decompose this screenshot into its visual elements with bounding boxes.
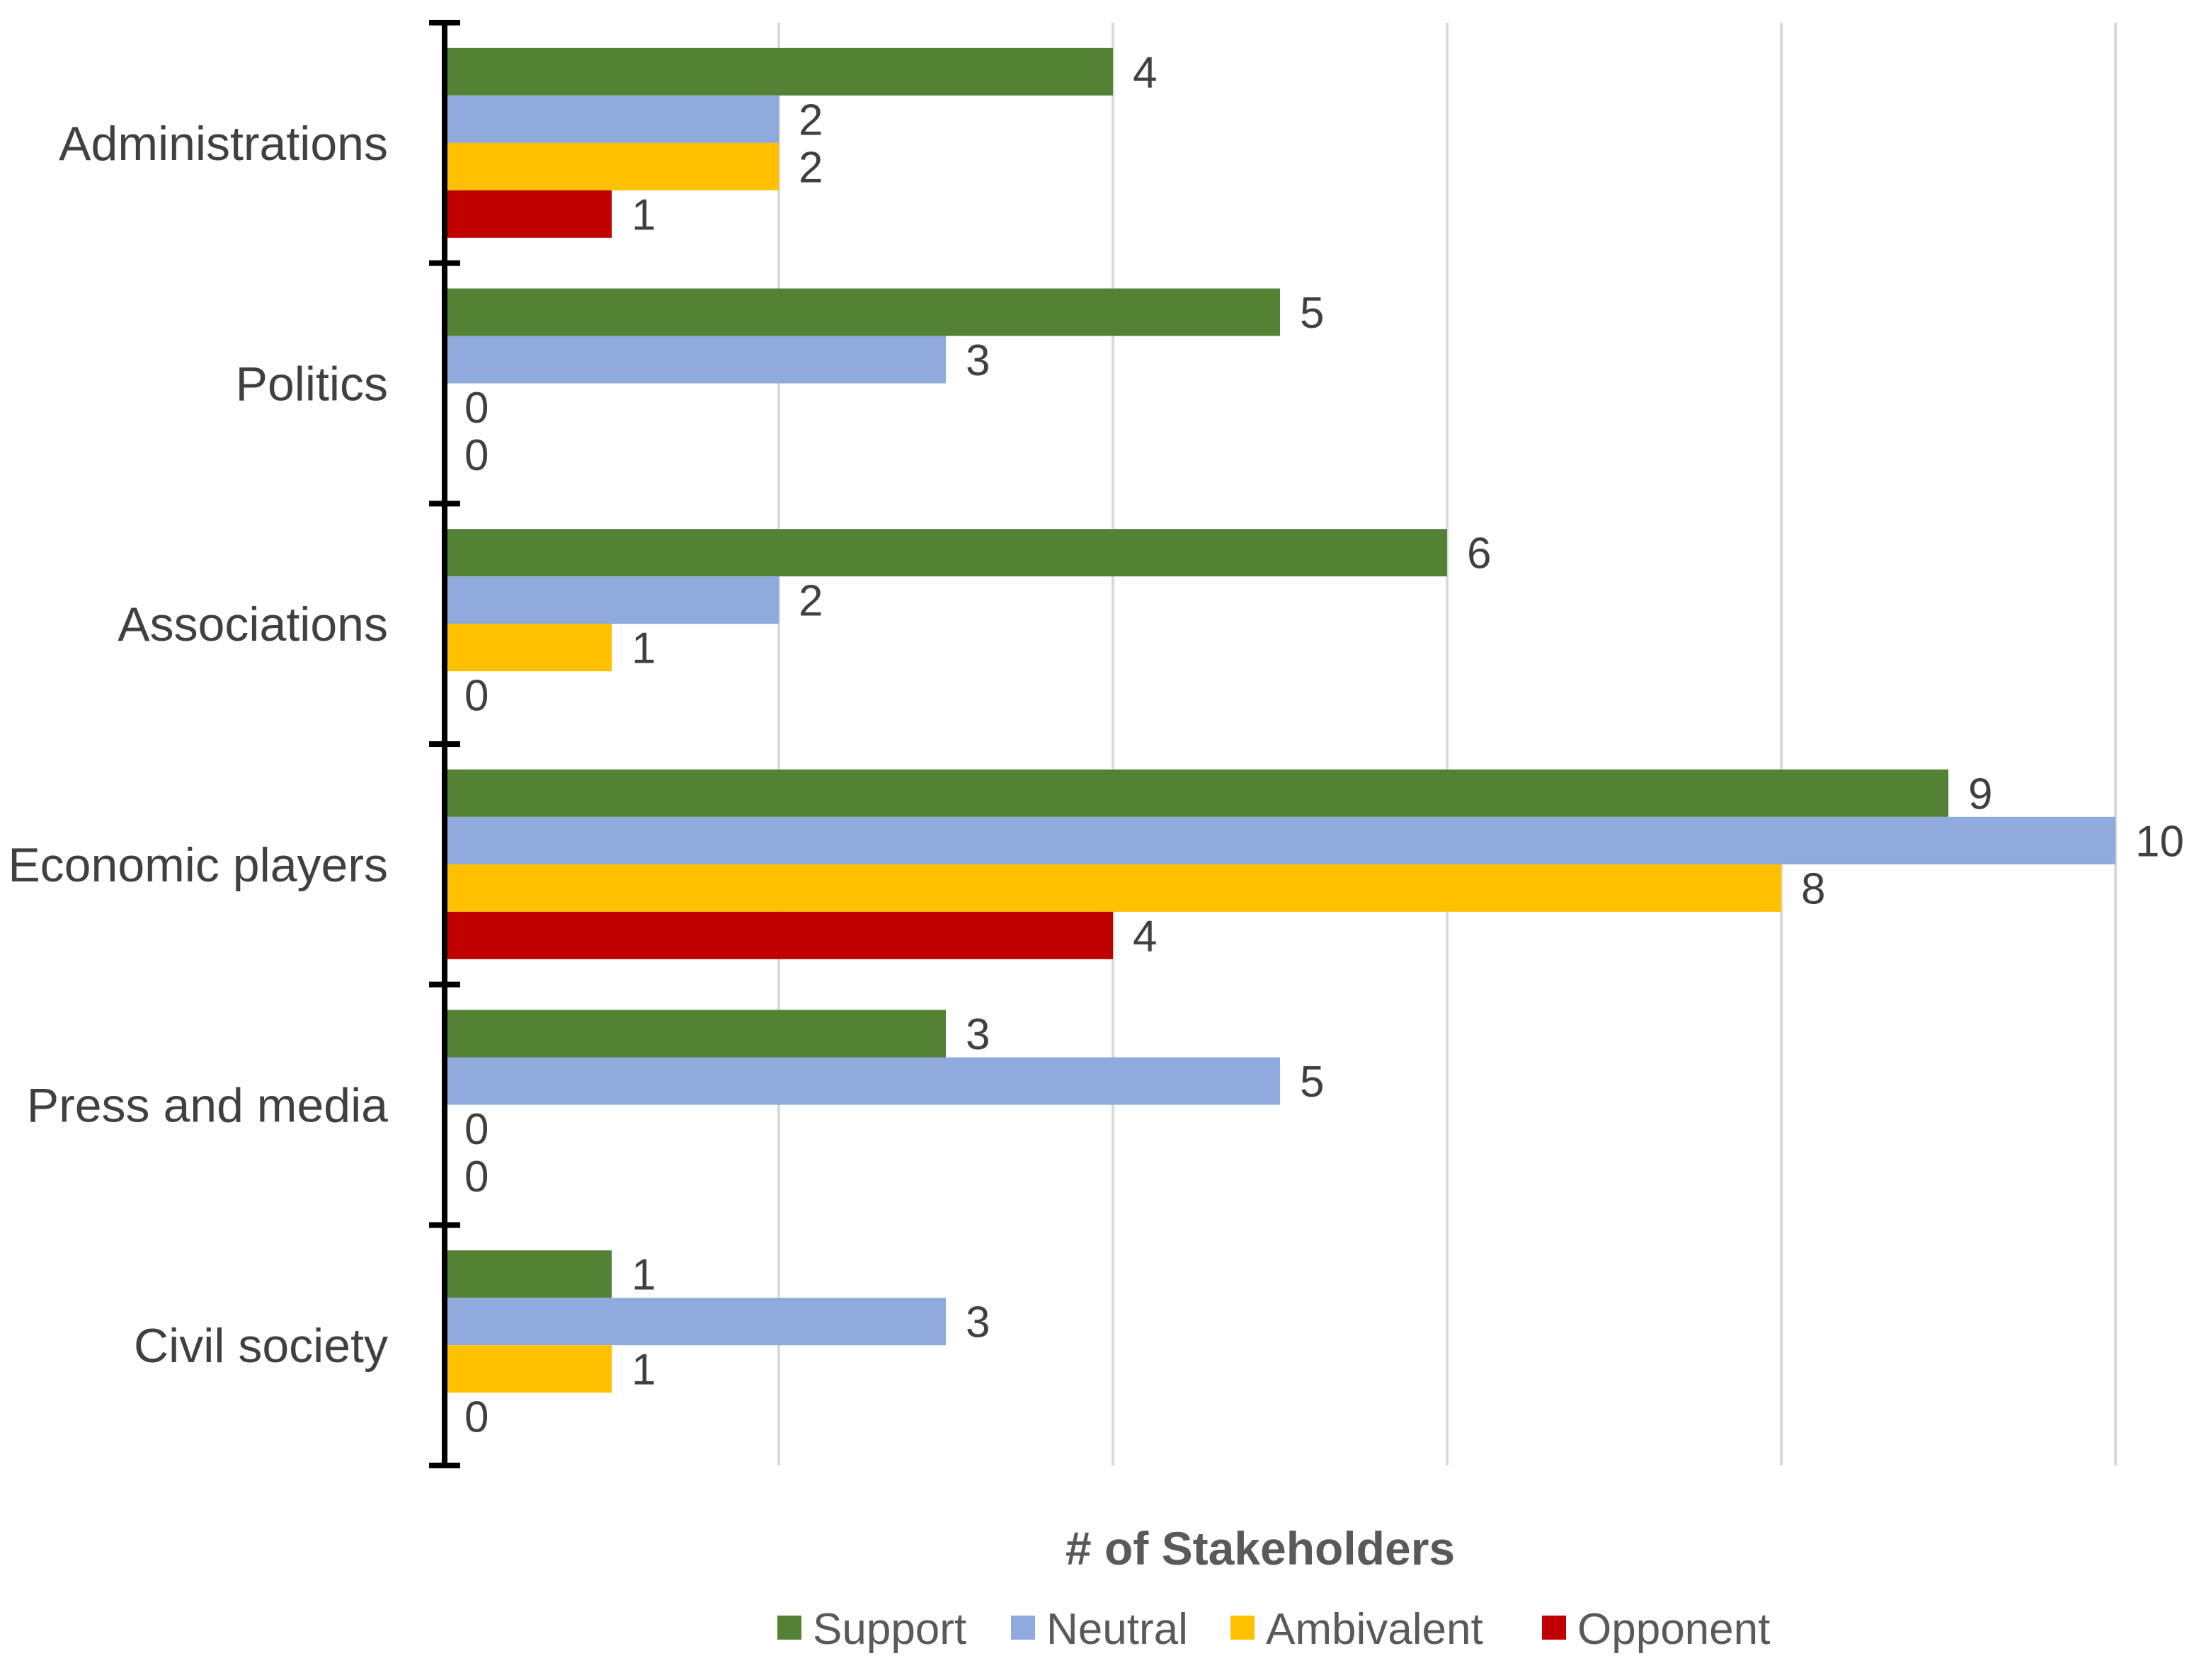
bar-associations-neutral: [445, 576, 779, 624]
legend-label-opponent: Opponent: [1577, 1605, 1770, 1654]
bar-economic-players-support: [445, 769, 1948, 817]
bar-civil-society-ambivalent: [445, 1345, 612, 1393]
data-label-administrations-neutral: 2: [799, 96, 823, 144]
bar-civil-society-neutral: [445, 1298, 946, 1346]
legend-item-opponent: Opponent: [1542, 1605, 1770, 1654]
category-label-politics: Politics: [236, 358, 388, 411]
data-label-associations-neutral: 2: [799, 577, 823, 626]
data-label-politics-support: 5: [1300, 289, 1324, 338]
bar-politics-neutral: [445, 336, 946, 384]
data-label-associations-ambivalent: 1: [632, 624, 656, 673]
x-axis-title: # of Stakeholders: [1066, 1522, 1455, 1575]
category-label-administrations: Administrations: [59, 117, 388, 171]
bar-economic-players-ambivalent: [445, 864, 1781, 912]
category-label-civil-society: Civil society: [134, 1319, 388, 1373]
data-label-economic-players-ambivalent: 8: [1801, 864, 1825, 913]
legend-item-support: Support: [777, 1605, 966, 1654]
data-label-press-and-media-ambivalent: 0: [464, 1105, 489, 1154]
data-label-civil-society-support: 1: [632, 1251, 656, 1300]
data-label-administrations-ambivalent: 2: [799, 143, 823, 192]
data-label-politics-opponent: 0: [464, 431, 489, 480]
legend-label-neutral: Neutral: [1046, 1605, 1188, 1654]
data-label-civil-society-neutral: 3: [966, 1298, 990, 1347]
legend: Support Neutral Ambivalent Opponent: [777, 1605, 1770, 1654]
bar-economic-players-opponent: [445, 911, 1113, 959]
data-label-economic-players-opponent: 4: [1133, 912, 1157, 961]
category-labels: Administrations Politics Associations Econo…: [8, 117, 388, 1373]
gridlines: [777, 23, 2117, 1465]
data-label-politics-neutral: 3: [966, 336, 990, 385]
data-label-civil-society-opponent: 0: [464, 1393, 489, 1442]
bar-administrations-ambivalent: [445, 142, 779, 190]
data-label-civil-society-ambivalent: 1: [632, 1346, 656, 1395]
data-label-press-and-media-neutral: 5: [1300, 1058, 1324, 1107]
legend-label-ambivalent: Ambivalent: [1266, 1605, 1483, 1654]
legend-swatch-ambivalent: [1230, 1616, 1255, 1640]
legend-item-neutral: Neutral: [1011, 1605, 1188, 1654]
data-label-administrations-support: 4: [1133, 48, 1157, 97]
category-label-press-and-media: Press and media: [27, 1079, 388, 1133]
bar-administrations-support: [445, 47, 1113, 96]
legend-swatch-neutral: [1011, 1616, 1035, 1640]
data-label-economic-players-neutral: 10: [2135, 817, 2184, 866]
bar-associations-ambivalent: [445, 624, 612, 672]
data-label-press-and-media-opponent: 0: [464, 1153, 489, 1201]
bars: [445, 47, 2115, 1393]
legend-item-ambivalent: Ambivalent: [1230, 1605, 1483, 1654]
bar-associations-support: [445, 529, 1447, 577]
legend-swatch-opponent: [1542, 1616, 1566, 1640]
data-label-associations-support: 6: [1467, 530, 1491, 578]
data-label-press-and-media-support: 3: [966, 1010, 990, 1059]
legend-label-support: Support: [813, 1605, 966, 1654]
bar-civil-society-support: [445, 1250, 612, 1298]
bar-press-and-media-neutral: [445, 1057, 1280, 1105]
bar-administrations-opponent: [445, 190, 612, 238]
data-label-economic-players-support: 9: [1968, 770, 1992, 818]
bar-press-and-media-support: [445, 1010, 946, 1058]
data-label-politics-ambivalent: 0: [464, 384, 489, 433]
data-label-administrations-opponent: 1: [632, 190, 656, 239]
legend-swatch-support: [777, 1616, 801, 1640]
y-axis: [429, 20, 460, 1468]
category-label-associations: Associations: [118, 598, 388, 651]
bar-politics-support: [445, 288, 1280, 336]
bar-administrations-neutral: [445, 95, 779, 143]
category-label-economic-players: Economic players: [8, 838, 388, 892]
data-label-associations-opponent: 0: [464, 672, 489, 721]
bar-economic-players-neutral: [445, 816, 2115, 864]
